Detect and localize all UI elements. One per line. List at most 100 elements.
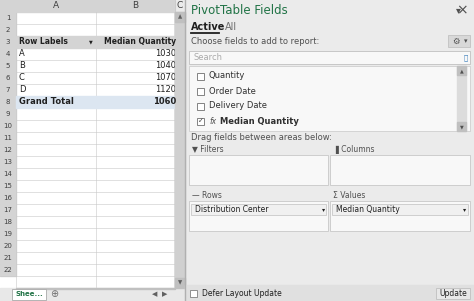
Bar	[0, 36, 16, 48]
Bar	[16, 36, 180, 48]
Text: 11: 11	[3, 135, 12, 141]
FancyBboxPatch shape	[189, 51, 470, 64]
Text: ▲: ▲	[460, 68, 464, 73]
Text: D: D	[19, 85, 26, 95]
Text: Row Labels: Row Labels	[19, 38, 68, 46]
Text: Search: Search	[194, 53, 223, 62]
Bar	[0, 108, 16, 120]
FancyBboxPatch shape	[189, 66, 470, 131]
Text: ▾: ▾	[456, 5, 460, 15]
FancyBboxPatch shape	[191, 204, 327, 215]
Text: — Rows: — Rows	[192, 191, 222, 200]
Bar	[457, 66, 466, 75]
Text: Distribution Center: Distribution Center	[195, 205, 268, 214]
Text: 🔍: 🔍	[464, 54, 468, 61]
Text: 15: 15	[4, 183, 12, 189]
Text: ▾: ▾	[322, 207, 325, 212]
Text: Choose fields to add to report:: Choose fields to add to report:	[191, 36, 319, 45]
Text: ▶: ▶	[162, 291, 168, 297]
FancyBboxPatch shape	[330, 155, 470, 185]
Text: 19: 19	[3, 231, 12, 237]
Bar	[0, 0, 16, 12]
Bar	[0, 144, 16, 156]
Text: ▼ Filters: ▼ Filters	[192, 144, 224, 154]
Text: ▐ Columns: ▐ Columns	[334, 144, 375, 154]
Bar	[0, 60, 16, 72]
Text: 20: 20	[4, 243, 12, 249]
Text: Σ Values: Σ Values	[334, 191, 366, 200]
Bar	[185, 0, 474, 301]
Text: 1030: 1030	[155, 49, 176, 58]
Text: Delivery Date: Delivery Date	[209, 101, 267, 110]
Bar	[0, 84, 16, 96]
Text: ◀: ◀	[152, 291, 158, 297]
Text: ⊕: ⊕	[50, 289, 58, 299]
Text: ✓: ✓	[198, 118, 203, 124]
Text: 9: 9	[6, 111, 10, 117]
Text: Grand Total: Grand Total	[19, 98, 74, 107]
Bar	[0, 120, 16, 132]
Text: 7: 7	[6, 87, 10, 93]
Bar	[0, 48, 16, 60]
Text: Shee...: Shee...	[15, 291, 43, 297]
Text: Update: Update	[439, 288, 467, 297]
Text: 8: 8	[6, 99, 10, 105]
Text: 4: 4	[6, 51, 10, 57]
FancyBboxPatch shape	[190, 290, 197, 296]
FancyBboxPatch shape	[197, 88, 204, 95]
FancyBboxPatch shape	[197, 117, 204, 125]
Bar	[0, 0, 175, 288]
Bar	[175, 278, 185, 288]
Text: ⚙: ⚙	[452, 36, 460, 45]
Text: ▾: ▾	[464, 207, 466, 212]
Text: 5: 5	[6, 63, 10, 69]
Text: C: C	[19, 73, 25, 82]
Text: 14: 14	[4, 171, 12, 177]
Text: 3: 3	[6, 39, 10, 45]
FancyBboxPatch shape	[189, 201, 328, 231]
Text: Median Quantity: Median Quantity	[220, 116, 299, 126]
Bar	[175, 12, 185, 288]
Text: fx: fx	[209, 116, 216, 126]
Text: ▼: ▼	[178, 281, 182, 286]
Bar	[0, 228, 16, 240]
Bar	[457, 66, 466, 131]
FancyBboxPatch shape	[448, 35, 470, 47]
Text: 12: 12	[4, 147, 12, 153]
Text: 2: 2	[6, 27, 10, 33]
Text: Quantity: Quantity	[209, 72, 246, 80]
Text: B: B	[19, 61, 25, 70]
Text: 16: 16	[3, 195, 12, 201]
Bar	[0, 156, 16, 168]
Text: ▼: ▼	[460, 124, 464, 129]
Text: 1: 1	[6, 15, 10, 21]
Text: 10: 10	[3, 123, 12, 129]
FancyBboxPatch shape	[12, 289, 46, 300]
Bar	[0, 0, 175, 12]
Text: Order Date: Order Date	[209, 86, 256, 95]
Bar	[0, 180, 16, 192]
FancyBboxPatch shape	[197, 103, 204, 110]
Bar	[0, 240, 16, 252]
Text: Drag fields between areas below:: Drag fields between areas below:	[191, 134, 332, 142]
FancyBboxPatch shape	[330, 201, 470, 231]
Bar	[16, 96, 180, 108]
Bar	[0, 132, 16, 144]
Bar	[0, 72, 16, 84]
Text: Median Quantity: Median Quantity	[104, 38, 176, 46]
Text: A: A	[19, 49, 25, 58]
Text: Defer Layout Update: Defer Layout Update	[202, 288, 282, 297]
FancyBboxPatch shape	[197, 73, 204, 79]
Bar	[0, 216, 16, 228]
Text: 1060: 1060	[153, 98, 176, 107]
Text: 1120: 1120	[155, 85, 176, 95]
Text: 1040: 1040	[155, 61, 176, 70]
Bar	[0, 252, 16, 264]
Text: 13: 13	[3, 159, 12, 165]
Bar	[0, 288, 185, 301]
FancyBboxPatch shape	[189, 155, 328, 185]
Bar	[16, 288, 175, 289]
Bar	[0, 12, 16, 24]
Text: 22: 22	[4, 267, 12, 273]
Bar	[185, 20, 474, 34]
